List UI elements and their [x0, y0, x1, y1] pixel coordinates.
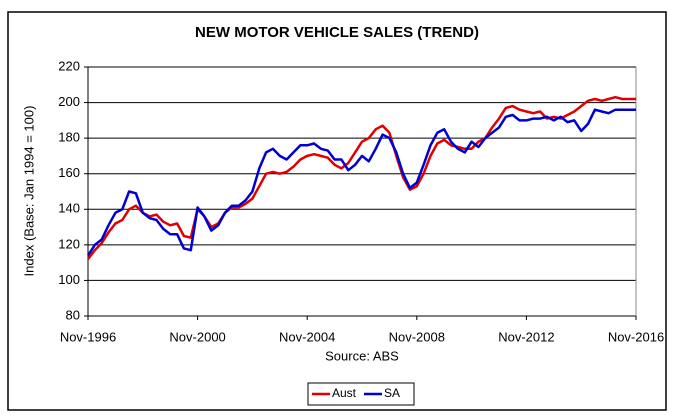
- x-tick-label: Nov-2004: [279, 329, 335, 344]
- y-tick-label: 160: [58, 165, 80, 180]
- x-tick-label: Nov-2008: [389, 329, 445, 344]
- y-tick-label: 200: [58, 94, 80, 109]
- y-tick-label: 140: [58, 201, 80, 216]
- y-tick-label: 120: [58, 236, 80, 251]
- y-tick-label: 100: [58, 272, 80, 287]
- x-tick-label: Nov-1996: [60, 329, 116, 344]
- y-tick-label: 180: [58, 130, 80, 145]
- x-tick-label: Nov-2000: [169, 329, 225, 344]
- x-tick-label: Nov-2012: [498, 329, 554, 344]
- line-series: [86, 108, 636, 257]
- x-tick-label: Nov-2016: [608, 329, 664, 344]
- legend-label: Aust: [332, 386, 357, 400]
- legend-box: [307, 382, 415, 406]
- y-axis-label: Index (Base: Jan 1994 = 100): [21, 106, 36, 277]
- legend-label: SA: [384, 386, 400, 400]
- source-note: Source: ABS: [325, 348, 399, 363]
- chart-title: NEW MOTOR VEHICLE SALES (TREND): [195, 24, 479, 41]
- y-tick-label: 80: [66, 307, 80, 322]
- y-tick-label: 220: [58, 58, 80, 73]
